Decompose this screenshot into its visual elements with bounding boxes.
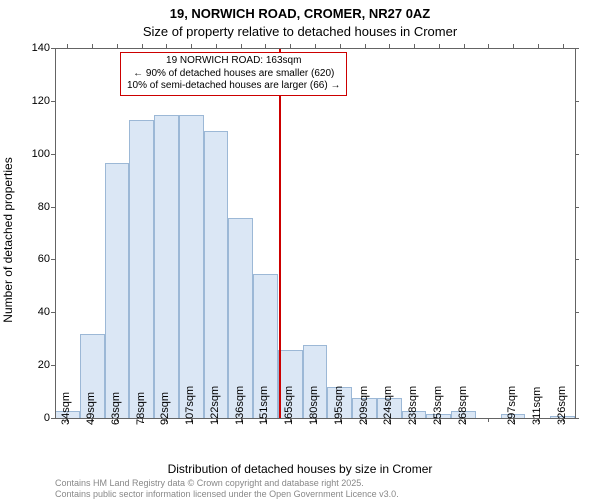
y-tick-mark xyxy=(51,48,55,49)
x-tick-mark-top xyxy=(166,44,167,48)
y-tick-label: 80 xyxy=(10,201,50,213)
x-tick-mark-top xyxy=(414,44,415,48)
y-tick-label: 140 xyxy=(10,42,50,54)
x-tick-mark-top xyxy=(365,44,366,48)
x-tick-mark-top xyxy=(488,44,489,48)
y-tick-mark-right xyxy=(575,207,579,208)
y-tick-mark xyxy=(51,312,55,313)
x-tick-mark-top xyxy=(315,44,316,48)
x-tick-mark-top xyxy=(538,44,539,48)
x-tick-mark-top xyxy=(389,44,390,48)
y-tick-label: 120 xyxy=(10,95,50,107)
reference-line xyxy=(279,49,281,419)
annotation-line-3: 10% of semi-detached houses are larger (… xyxy=(127,80,340,93)
y-tick-mark-right xyxy=(575,154,579,155)
y-tick-mark-right xyxy=(575,259,579,260)
y-tick-mark-right xyxy=(575,312,579,313)
histogram-bar xyxy=(129,120,154,419)
x-tick-mark-top xyxy=(67,44,68,48)
histogram-bar xyxy=(105,163,130,419)
y-tick-mark xyxy=(51,207,55,208)
x-tick-mark-top xyxy=(513,44,514,48)
y-tick-mark xyxy=(51,259,55,260)
x-tick-mark-top xyxy=(191,44,192,48)
y-axis-line xyxy=(55,48,56,418)
x-tick-mark-top xyxy=(241,44,242,48)
x-tick-mark-top xyxy=(92,44,93,48)
plot-area: 19 NORWICH ROAD: 163sqm← 90% of detached… xyxy=(55,48,576,419)
y-tick-mark-right xyxy=(575,48,579,49)
x-tick-mark xyxy=(488,418,489,422)
x-tick-mark-top xyxy=(216,44,217,48)
y-tick-mark-right xyxy=(575,101,579,102)
y-tick-mark xyxy=(51,154,55,155)
histogram-bar xyxy=(179,115,204,419)
x-tick-mark-top xyxy=(290,44,291,48)
histogram-bar xyxy=(154,115,179,419)
chart-title-sub: Size of property relative to detached ho… xyxy=(0,24,600,39)
y-tick-mark-right xyxy=(575,365,579,366)
y-tick-label: 0 xyxy=(10,412,50,424)
x-tick-mark-top xyxy=(142,44,143,48)
x-tick-mark-top xyxy=(439,44,440,48)
y-tick-mark xyxy=(51,101,55,102)
annotation-box: 19 NORWICH ROAD: 163sqm← 90% of detached… xyxy=(120,52,347,96)
y-tick-mark xyxy=(51,365,55,366)
histogram-bar xyxy=(204,131,229,419)
x-tick-mark-top xyxy=(563,44,564,48)
y-tick-label: 60 xyxy=(10,253,50,265)
y-tick-label: 40 xyxy=(10,306,50,318)
footer-line-2: Contains public sector information licen… xyxy=(55,489,399,499)
footer-line-1: Contains HM Land Registry data © Crown c… xyxy=(55,478,364,488)
y-tick-label: 100 xyxy=(10,148,50,160)
histogram-chart: 19, NORWICH ROAD, CROMER, NR27 0AZ Size … xyxy=(0,0,600,500)
annotation-line-2: ← 90% of detached houses are smaller (62… xyxy=(127,68,340,81)
x-tick-mark-top xyxy=(340,44,341,48)
chart-title-main: 19, NORWICH ROAD, CROMER, NR27 0AZ xyxy=(0,6,600,21)
y-tick-label: 20 xyxy=(10,359,50,371)
x-tick-mark-top xyxy=(117,44,118,48)
x-axis-title: Distribution of detached houses by size … xyxy=(0,462,600,476)
y-tick-mark-right xyxy=(575,418,579,419)
x-tick-mark-top xyxy=(464,44,465,48)
annotation-line-1: 19 NORWICH ROAD: 163sqm xyxy=(127,55,340,68)
x-tick-mark-top xyxy=(265,44,266,48)
y-tick-mark xyxy=(51,418,55,419)
